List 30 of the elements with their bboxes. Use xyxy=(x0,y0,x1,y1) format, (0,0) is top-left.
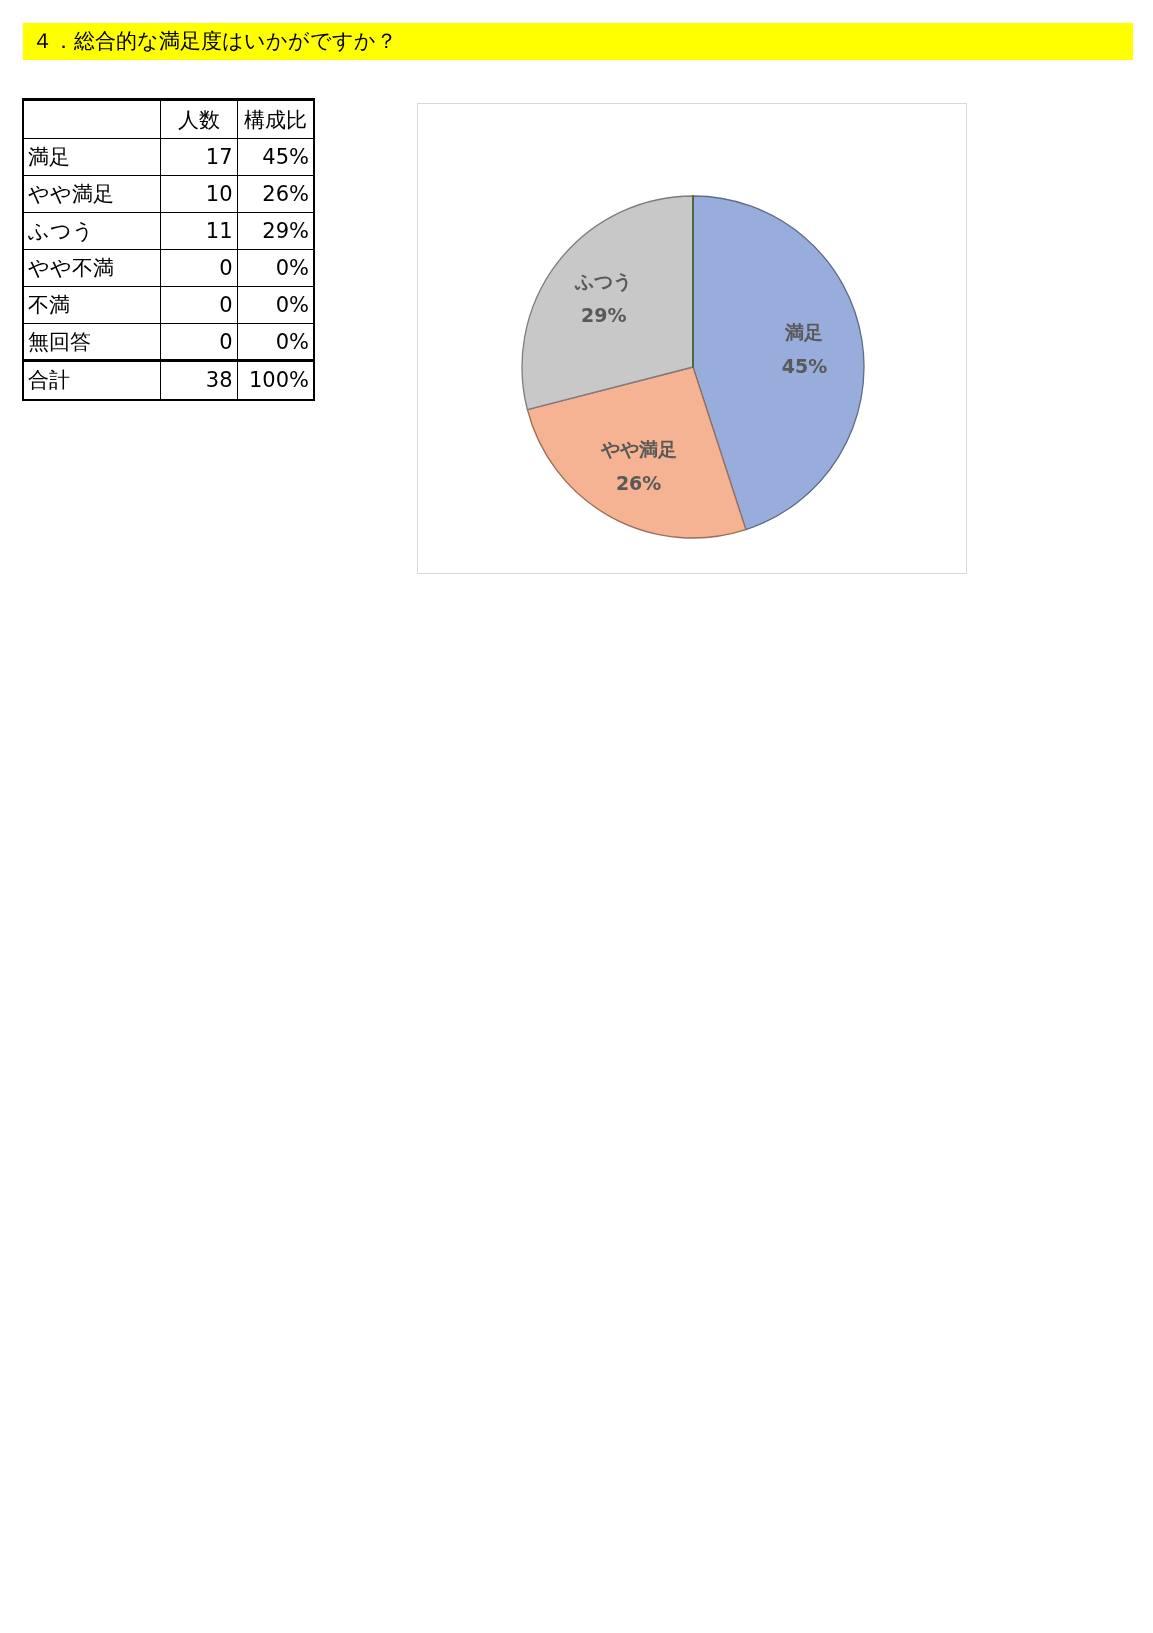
data-label: 17 xyxy=(205,145,233,169)
data-label: 0% xyxy=(275,293,309,317)
category-label: 合計 xyxy=(28,368,70,393)
text: 人数 xyxy=(177,107,220,132)
category-label: やや満足 xyxy=(28,182,114,206)
slice-label: ふつう xyxy=(574,269,633,293)
data-label: 100% xyxy=(248,368,309,393)
data-label: 38 xyxy=(205,368,233,393)
category-label: ふつう xyxy=(28,219,94,243)
legend-label: 構成比 xyxy=(243,107,307,132)
data-label: 26% xyxy=(262,182,309,206)
category-label: 無回答 xyxy=(28,329,91,354)
slice-label: やや満足 xyxy=(599,437,677,460)
data-label: 29% xyxy=(581,303,627,326)
data-label: 10 xyxy=(205,182,233,206)
data-label: 0 xyxy=(219,329,233,354)
data-label: 0% xyxy=(275,329,309,354)
text: ４．総合的な満足度はいかがですか？ xyxy=(23,23,1133,60)
data-label: 45% xyxy=(262,145,309,169)
data-label: 11 xyxy=(205,219,233,243)
data-label: 0 xyxy=(219,256,233,280)
data-label: 0% xyxy=(275,256,309,280)
data-label: 45% xyxy=(781,355,828,378)
slice-label: 満足 xyxy=(784,321,824,344)
data-label: 26% xyxy=(615,471,662,494)
data-label: 29% xyxy=(262,219,309,243)
category-label: やや不満 xyxy=(28,256,114,280)
data-label: 0 xyxy=(219,293,233,317)
category-label: 不満 xyxy=(28,293,70,317)
category-label: 満足 xyxy=(28,145,70,169)
